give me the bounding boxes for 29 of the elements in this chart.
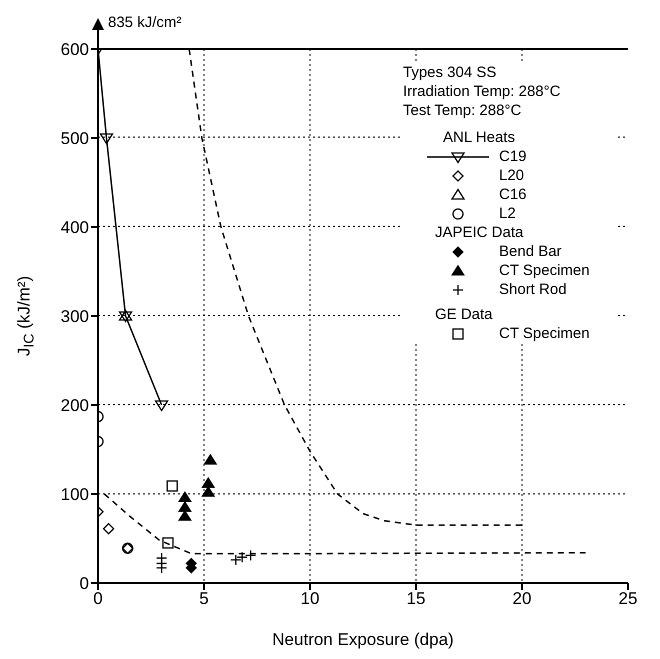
legend-label: CT Specimen <box>499 261 590 280</box>
y-tick-label: 400 <box>60 218 89 238</box>
legend-label: C16 <box>499 185 527 204</box>
x-tick-label: 25 <box>618 589 638 608</box>
legend-label: L2 <box>499 204 516 223</box>
annotation: Irradiation Temp: 288°C <box>403 82 562 101</box>
annotation: Test Temp: 288°C <box>403 101 522 120</box>
legend-label: Short Rod <box>499 280 567 299</box>
y-tick-label: 300 <box>60 307 89 326</box>
y-tick-label: 200 <box>60 396 89 416</box>
x-axis-title: Neutron Exposure (dpa) <box>272 630 454 649</box>
y-tick-label: 600 <box>60 40 89 60</box>
legend-label: CT Specimen <box>499 324 590 343</box>
y-tick-label: 500 <box>60 129 89 148</box>
y-tick-label: 0 <box>80 574 89 594</box>
x-tick-label: 10 <box>300 589 320 608</box>
x-tick-label: 20 <box>512 589 532 608</box>
annotation: ANL Heats <box>443 128 516 147</box>
legend-label: L20 <box>499 166 524 185</box>
annotation: 835 kJ/cm² <box>108 14 182 31</box>
x-tick-label: 5 <box>199 589 209 608</box>
legend-label: Bend Bar <box>499 242 562 261</box>
annotation: GE Data <box>435 305 494 324</box>
annotation: JAPEIC Data <box>435 223 524 242</box>
legend-label: C19 <box>499 147 527 166</box>
y-tick-label: 100 <box>60 485 89 504</box>
x-tick-label: 0 <box>93 589 103 608</box>
annotation: Types 304 SS <box>403 63 498 82</box>
x-tick-label: 15 <box>406 589 426 608</box>
